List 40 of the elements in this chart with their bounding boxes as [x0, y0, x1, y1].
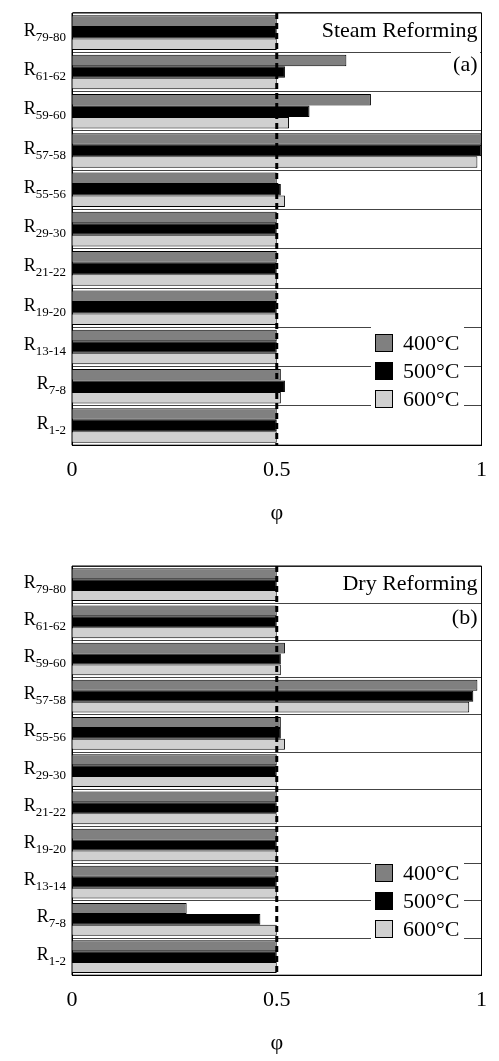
x-tick-label: 0.5 [263, 986, 291, 1012]
y-tick-label: R$_{61-62}$ [23, 608, 66, 635]
legend-label: 600°C [403, 915, 460, 944]
y-tick-label: R$_{7-8}$ [36, 906, 66, 932]
y-tick-label: R$_{59-60}$ [23, 646, 66, 672]
y-tick-label: R$_{13-14}$ [23, 333, 66, 360]
y-tick-label: R$_{55-56}$ [23, 176, 66, 203]
legend-label: 600°C [403, 385, 460, 414]
y-tick-label: R$_{29-30}$ [23, 216, 66, 242]
x-axis-title: φ [270, 1028, 284, 1054]
x-tick-label: 0 [66, 456, 78, 482]
y-tick-label: R$_{1-2}$ [36, 943, 66, 970]
annotation: (a) [451, 51, 480, 77]
annotation: (b) [449, 604, 480, 630]
y-tick-label: R$_{59-60}$ [23, 98, 66, 124]
y-tick-label: R$_{29-30}$ [23, 757, 66, 784]
legend-label: 500°C [403, 887, 460, 916]
x-tick-label: 1 [476, 456, 487, 482]
y-tick-label: R$_{21-22}$ [23, 794, 66, 821]
y-tick-label: R$_{1-2}$ [36, 412, 66, 439]
y-tick-label: R$_{57-58}$ [23, 683, 66, 709]
chart-title: Steam Reforming [319, 17, 480, 43]
y-tick-label: R$_{57-58}$ [23, 137, 66, 164]
y-tick-label: R$_{19-20}$ [23, 832, 66, 858]
x-axis-title: φ [270, 498, 284, 524]
legend-label: 500°C [403, 357, 460, 386]
y-tick-label: R$_{19-20}$ [23, 294, 66, 321]
y-tick-label: R$_{55-56}$ [23, 720, 66, 746]
legend-label: 400°C [403, 329, 460, 358]
y-tick-label: R$_{79-80}$ [23, 571, 66, 598]
y-tick-label: R$_{79-80}$ [23, 19, 66, 46]
chart-title: Dry Reforming [340, 570, 480, 596]
legend-label: 400°C [403, 859, 460, 888]
x-tick-label: 0.5 [263, 456, 291, 482]
y-tick-label: R$_{13-14}$ [23, 869, 66, 895]
y-tick-label: R$_{21-22}$ [23, 255, 66, 281]
y-tick-label: R$_{61-62}$ [23, 58, 66, 85]
x-tick-label: 1 [476, 986, 487, 1012]
x-tick-label: 0 [66, 986, 78, 1012]
y-tick-label: R$_{7-8}$ [36, 373, 66, 399]
